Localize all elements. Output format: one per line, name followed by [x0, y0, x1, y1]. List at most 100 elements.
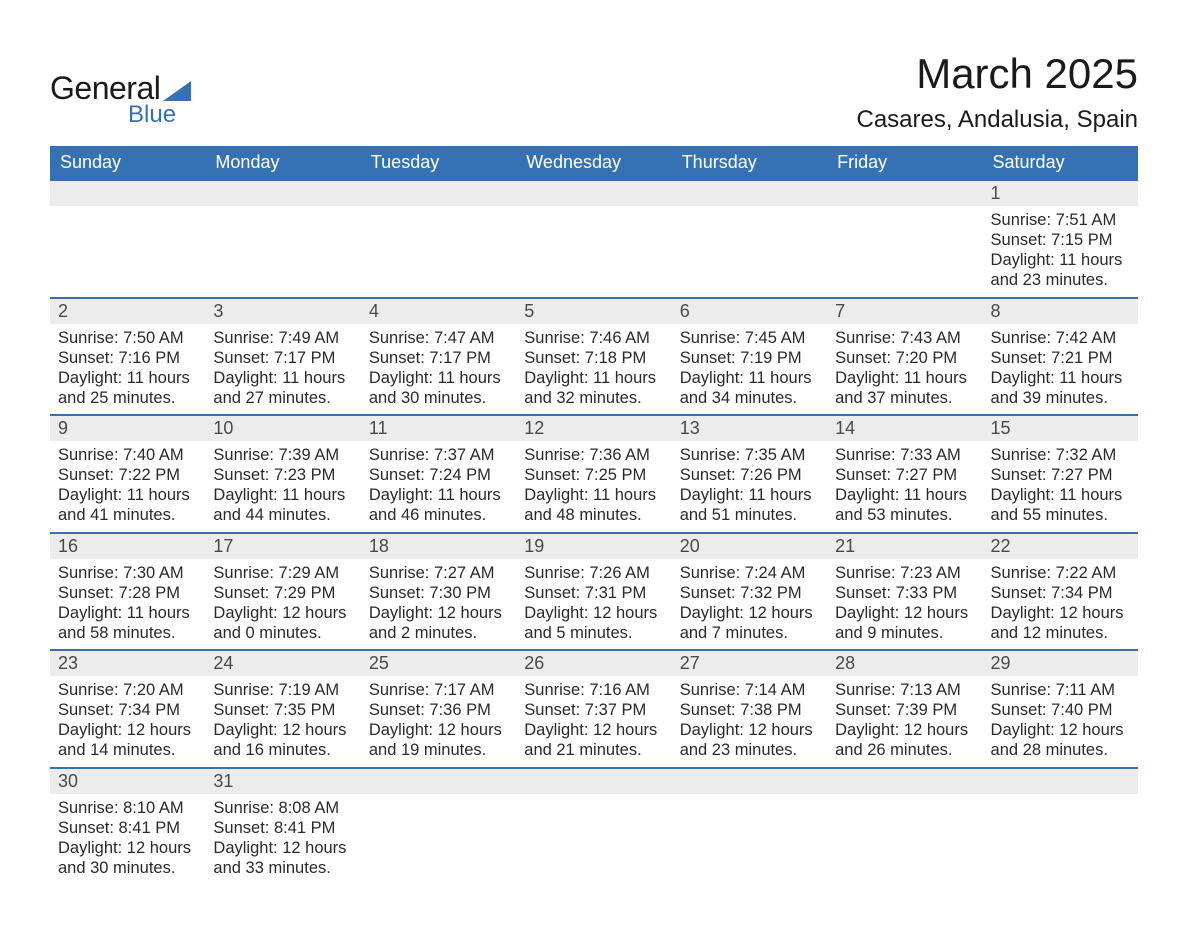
- day-sr: Sunrise: 7:49 AM: [213, 328, 352, 348]
- day-number-cell: 30: [50, 768, 205, 794]
- day-detail-cell: Sunrise: 7:30 AMSunset: 7:28 PMDaylight:…: [50, 559, 205, 651]
- day-number-cell: 8: [983, 298, 1138, 324]
- day-d1: Daylight: 11 hours: [524, 485, 663, 505]
- day-ss: Sunset: 7:21 PM: [991, 348, 1130, 368]
- day-d1: Daylight: 11 hours: [58, 603, 197, 623]
- day-d1: Daylight: 11 hours: [369, 368, 508, 388]
- day-d1: Daylight: 12 hours: [991, 603, 1130, 623]
- day-number-cell: 3: [205, 298, 360, 324]
- day-number-cell: 31: [205, 768, 360, 794]
- day-number-cell: [50, 180, 205, 206]
- day-detail-cell: [361, 794, 516, 885]
- day-ss: Sunset: 7:19 PM: [680, 348, 819, 368]
- day-detail-row: Sunrise: 7:40 AMSunset: 7:22 PMDaylight:…: [50, 441, 1138, 533]
- day-detail-cell: Sunrise: 7:16 AMSunset: 7:37 PMDaylight:…: [516, 676, 671, 768]
- day-ss: Sunset: 7:28 PM: [58, 583, 197, 603]
- location: Casares, Andalusia, Spain: [856, 106, 1138, 134]
- day-ss: Sunset: 7:37 PM: [524, 700, 663, 720]
- day-detail-cell: Sunrise: 7:45 AMSunset: 7:19 PMDaylight:…: [672, 324, 827, 416]
- day-detail-cell: Sunrise: 8:10 AMSunset: 8:41 PMDaylight:…: [50, 794, 205, 885]
- header: General Blue March 2025 Casares, Andalus…: [50, 50, 1138, 134]
- day-detail-cell: Sunrise: 7:33 AMSunset: 7:27 PMDaylight:…: [827, 441, 982, 533]
- day-d2: and 28 minutes.: [991, 740, 1130, 760]
- day-detail-cell: Sunrise: 7:37 AMSunset: 7:24 PMDaylight:…: [361, 441, 516, 533]
- day-detail-cell: Sunrise: 7:17 AMSunset: 7:36 PMDaylight:…: [361, 676, 516, 768]
- day-number-cell: 19: [516, 533, 671, 559]
- day-d1: Daylight: 12 hours: [213, 838, 352, 858]
- day-d1: Daylight: 11 hours: [991, 368, 1130, 388]
- day-detail-cell: Sunrise: 7:23 AMSunset: 7:33 PMDaylight:…: [827, 559, 982, 651]
- day-detail-cell: Sunrise: 7:26 AMSunset: 7:31 PMDaylight:…: [516, 559, 671, 651]
- day-d1: Daylight: 12 hours: [835, 720, 974, 740]
- day-number-cell: 21: [827, 533, 982, 559]
- day-detail-cell: [672, 206, 827, 298]
- day-number-cell: 28: [827, 650, 982, 676]
- day-ss: Sunset: 7:40 PM: [991, 700, 1130, 720]
- day-sr: Sunrise: 7:17 AM: [369, 680, 508, 700]
- day-d1: Daylight: 12 hours: [835, 603, 974, 623]
- logo-triangle-icon: [163, 81, 191, 101]
- day-number-cell: 12: [516, 415, 671, 441]
- day-detail-row: Sunrise: 7:30 AMSunset: 7:28 PMDaylight:…: [50, 559, 1138, 651]
- day-ss: Sunset: 7:30 PM: [369, 583, 508, 603]
- day-sr: Sunrise: 7:37 AM: [369, 445, 508, 465]
- day-d1: Daylight: 12 hours: [680, 603, 819, 623]
- day-number-cell: 10: [205, 415, 360, 441]
- weekday-header: Saturday: [983, 146, 1138, 180]
- weekday-header: Sunday: [50, 146, 205, 180]
- day-detail-cell: Sunrise: 7:29 AMSunset: 7:29 PMDaylight:…: [205, 559, 360, 651]
- day-sr: Sunrise: 7:45 AM: [680, 328, 819, 348]
- day-d2: and 23 minutes.: [991, 270, 1130, 290]
- day-detail-cell: Sunrise: 7:50 AMSunset: 7:16 PMDaylight:…: [50, 324, 205, 416]
- day-d2: and 2 minutes.: [369, 623, 508, 643]
- day-d2: and 7 minutes.: [680, 623, 819, 643]
- day-number-cell: 4: [361, 298, 516, 324]
- day-d1: Daylight: 12 hours: [524, 720, 663, 740]
- day-ss: Sunset: 7:34 PM: [58, 700, 197, 720]
- day-number-cell: [516, 768, 671, 794]
- day-number-cell: [827, 180, 982, 206]
- day-detail-cell: [672, 794, 827, 885]
- day-ss: Sunset: 7:24 PM: [369, 465, 508, 485]
- day-sr: Sunrise: 7:20 AM: [58, 680, 197, 700]
- day-sr: Sunrise: 7:32 AM: [991, 445, 1130, 465]
- day-detail-cell: Sunrise: 7:39 AMSunset: 7:23 PMDaylight:…: [205, 441, 360, 533]
- day-d2: and 30 minutes.: [369, 388, 508, 408]
- day-detail-row: Sunrise: 7:20 AMSunset: 7:34 PM Daylight:…: [50, 676, 1138, 768]
- day-number-row: 3031: [50, 768, 1138, 794]
- day-d1: Daylight: 11 hours: [991, 250, 1130, 270]
- day-ss: Sunset: 7:36 PM: [369, 700, 508, 720]
- day-d2: and 53 minutes.: [835, 505, 974, 525]
- calendar-table: Sunday Monday Tuesday Wednesday Thursday…: [50, 146, 1138, 884]
- day-number-cell: 23: [50, 650, 205, 676]
- day-d1: Daylight: 12 hours: [213, 603, 352, 623]
- day-detail-cell: [50, 206, 205, 298]
- day-number-cell: 18: [361, 533, 516, 559]
- day-d1: Daylight: 11 hours: [213, 485, 352, 505]
- day-d2: and 21 minutes.: [524, 740, 663, 760]
- day-d1: Daylight: 11 hours: [835, 368, 974, 388]
- day-sr: Sunrise: 8:08 AM: [213, 798, 352, 818]
- day-number-cell: 9: [50, 415, 205, 441]
- day-d1: Daylight: 12 hours: [58, 838, 197, 858]
- day-ss: Sunset: 7:17 PM: [213, 348, 352, 368]
- weekday-header: Wednesday: [516, 146, 671, 180]
- day-sr: Sunrise: 8:10 AM: [58, 798, 197, 818]
- day-ss: Sunset: 7:33 PM: [835, 583, 974, 603]
- day-ss: Sunset: 7:23 PM: [213, 465, 352, 485]
- day-detail-cell: Sunrise: 7:27 AMSunset: 7:30 PMDaylight:…: [361, 559, 516, 651]
- day-sr: Sunrise: 7:24 AM: [680, 563, 819, 583]
- day-d2: and 58 minutes.: [58, 623, 197, 643]
- day-detail-cell: Sunrise: 7:22 AMSunset: 7:34 PMDaylight:…: [983, 559, 1138, 651]
- day-detail-cell: Sunrise: 7:40 AMSunset: 7:22 PMDaylight:…: [50, 441, 205, 533]
- day-d2: and 23 minutes.: [680, 740, 819, 760]
- day-detail-cell: Sunrise: 7:51 AMSunset: 7:15 PMDaylight:…: [983, 206, 1138, 298]
- day-ss: Sunset: 7:15 PM: [991, 230, 1130, 250]
- day-sr: Sunrise: 7:14 AM: [680, 680, 819, 700]
- day-d1: Daylight: 11 hours: [680, 368, 819, 388]
- day-number-cell: 7: [827, 298, 982, 324]
- day-sr: Sunrise: 7:40 AM: [58, 445, 197, 465]
- day-sr: Sunrise: 7:30 AM: [58, 563, 197, 583]
- day-d2: and 26 minutes.: [835, 740, 974, 760]
- day-d2: and 33 minutes.: [213, 858, 352, 878]
